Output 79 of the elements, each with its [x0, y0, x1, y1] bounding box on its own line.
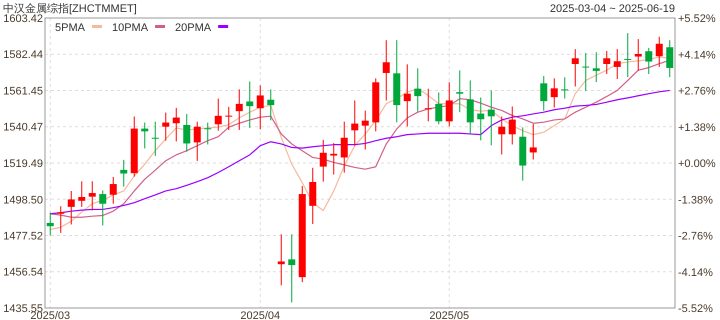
candlestick [561, 76, 568, 100]
candlestick [572, 48, 579, 87]
candlestick [288, 234, 296, 303]
candlestick [141, 122, 148, 149]
candlestick [488, 90, 495, 146]
y-tick-label: 1582.44 [3, 49, 43, 62]
candlestick [340, 121, 348, 174]
candlestick [414, 68, 422, 112]
candlestick [78, 180, 86, 208]
candlestick [508, 106, 516, 145]
chart-subtitle: 2025-03-04 ~ 2025-06-19 [550, 3, 675, 15]
candlestick [172, 107, 180, 142]
candlestick [530, 123, 537, 160]
y-tick-label: 1477.52 [3, 230, 43, 242]
candlestick [382, 40, 390, 101]
y2-tick-label: +5.52% [678, 13, 716, 25]
y2-tick-label: +2.76% [678, 86, 716, 98]
candlestick [57, 206, 64, 234]
candlestick [68, 190, 75, 225]
candlestick [267, 88, 274, 121]
candlestick [225, 106, 232, 130]
candlestick [214, 98, 222, 132]
y2-tick-label: +4.14% [678, 49, 716, 62]
y2-tick-label: -4.14% [678, 266, 714, 279]
y-tick-label: 1540.47 [3, 122, 43, 134]
candlestick [99, 190, 106, 226]
candlestick [456, 70, 464, 113]
y2-tick-label: +0.00% [678, 158, 716, 170]
candlestick [278, 234, 285, 286]
candlestick [498, 116, 506, 156]
x-tick-label: 2025/03 [30, 310, 70, 320]
y-tick-label: 1519.49 [3, 158, 43, 170]
y2-tick-label: -2.76% [678, 230, 714, 242]
candlestick [362, 110, 369, 150]
candlestick [477, 97, 484, 141]
x-tick-label: 2025/05 [429, 310, 470, 320]
legend-label: 5PMA [55, 22, 86, 34]
candlestick [162, 112, 170, 142]
candlestick [435, 92, 442, 125]
y-tick-label: 1498.50 [3, 194, 43, 206]
candlestick [582, 52, 590, 92]
candlestick [624, 32, 632, 78]
y-tick-label: 1603.42 [3, 13, 43, 25]
y2-tick-label: -1.38% [678, 194, 714, 206]
candlestick [540, 76, 548, 112]
candlestick [110, 176, 117, 204]
x-tick-label: 2025/04 [240, 310, 280, 320]
candlestick [194, 121, 201, 162]
candlestick [236, 88, 243, 130]
candlestick [634, 38, 642, 72]
candlestick [152, 121, 159, 156]
y-tick-label: 1561.45 [3, 86, 43, 98]
candlestick [424, 88, 432, 122]
candlestick [88, 180, 96, 211]
candlestick [120, 159, 128, 188]
candlestick [656, 36, 663, 68]
candlestick [666, 40, 674, 78]
candlestick [446, 82, 453, 127]
candlestick [320, 139, 327, 182]
candlestick [466, 80, 474, 134]
candlestick [309, 167, 316, 224]
candlestick [46, 212, 54, 236]
y2-tick-label: +1.38% [678, 122, 716, 134]
candlestick [204, 122, 212, 145]
candlestick [550, 78, 558, 108]
candlestick [183, 113, 190, 152]
candlestick [603, 50, 610, 75]
candlestick [256, 84, 264, 130]
candlestick [351, 100, 358, 146]
candlestick [592, 52, 600, 83]
candlestick [645, 47, 652, 75]
candlestick [614, 48, 621, 80]
candlestick [404, 64, 411, 127]
y2-tick-label: -5.52% [678, 303, 714, 315]
y-tick-label: 1456.54 [3, 266, 43, 279]
legend-label: 20PMA [175, 22, 212, 34]
chart-title: 中汉金属综指[ZHCTMMET] [3, 2, 137, 15]
legend-label: 10PMA [112, 22, 149, 34]
candlestick [246, 80, 254, 128]
